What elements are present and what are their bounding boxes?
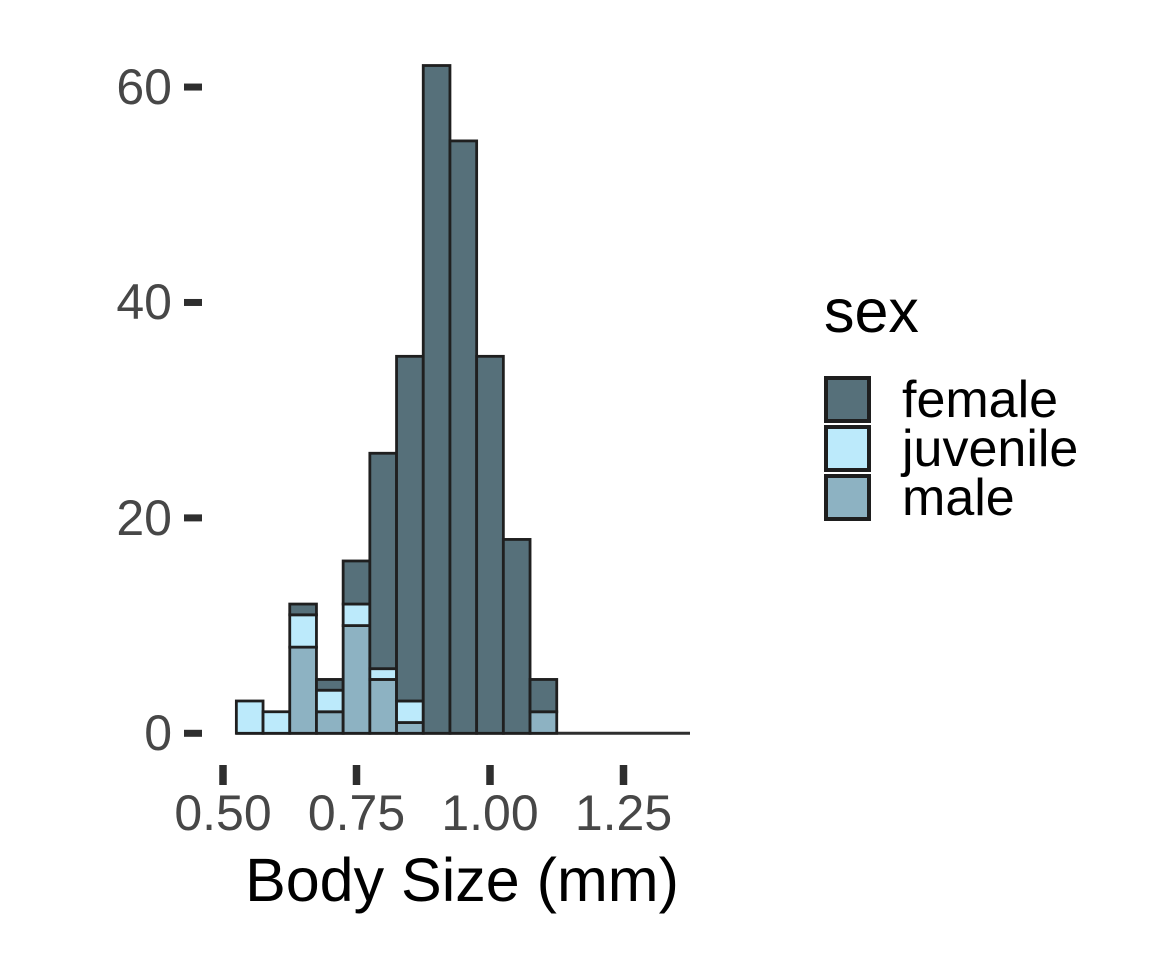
bar-segment-female-0.70 (315, 678, 345, 692)
bar-segment-female-1.05 (501, 538, 532, 735)
bar-segment-male-1.10 (528, 710, 559, 735)
x-tick-label-0.50: 0.50 (174, 785, 272, 841)
bar-segment-juvenile-0.70 (315, 688, 345, 714)
bar-segment-juvenile-0.75 (341, 602, 372, 627)
x-tick-label-1.25: 1.25 (574, 785, 673, 841)
bar-segment-male-0.75 (341, 624, 372, 735)
bar-segment-female-0.65 (288, 602, 318, 617)
bar-segment-female-1.10 (528, 678, 559, 714)
legend: sex female juvenile male (824, 277, 1079, 527)
bar-segment-female-0.90 (421, 64, 452, 735)
bar-segment-female-0.80 (368, 451, 398, 671)
bar-segment-male-0.70 (315, 710, 345, 735)
x-tick-label-0.75: 0.75 (307, 785, 406, 841)
bar-segment-male-0.85 (395, 721, 425, 735)
x-tick-label-1.00: 1.00 (441, 785, 539, 841)
legend-keys: female juvenile male (824, 370, 1079, 527)
x-axis-title: Body Size (mm) (245, 846, 679, 914)
bar-segment-female-0.85 (395, 354, 425, 703)
legend-title: sex (824, 277, 919, 345)
y-tick-label-0: 0 (144, 705, 172, 762)
bar-segment-male-0.65 (288, 645, 318, 735)
y-tick-label-60: 60 (116, 59, 172, 116)
bar-segment-juvenile-0.60 (261, 710, 292, 735)
legend-swatch-female-icon (824, 376, 871, 423)
legend-swatch-male-icon (824, 474, 871, 521)
y-tick-mark-0 (184, 729, 202, 737)
legend-swatch-juvenile-icon (824, 425, 871, 472)
x-tick-mark-1.25 (619, 765, 628, 785)
legend-label-female: female (902, 370, 1059, 429)
x-tick-mark-0.75 (352, 765, 361, 785)
bar-segment-juvenile-0.80 (368, 667, 398, 681)
x-tick-mark-0.50 (219, 765, 227, 785)
legend-label-juvenile: juvenile (902, 419, 1079, 478)
bar-segment-juvenile-0.65 (288, 613, 318, 649)
legend-entry-male: male (824, 468, 1078, 527)
bar-segment-juvenile-0.85 (395, 699, 425, 724)
legend-entry-juvenile: juvenile (824, 419, 1079, 478)
x-tick-mark-1.00 (486, 765, 494, 785)
y-tick-mark-40 (184, 298, 202, 306)
y-tick-label-20: 20 (116, 489, 172, 546)
legend-label-male: male (902, 468, 1015, 527)
y-tick-label-40: 40 (116, 274, 172, 331)
legend-entry-female: female (824, 370, 1078, 429)
y-tick-mark-20 (184, 514, 202, 522)
bar-segment-female-0.95 (448, 139, 479, 735)
bar-segment-female-1.00 (475, 354, 505, 735)
bar-segment-female-0.75 (341, 559, 372, 606)
bar-segment-juvenile-0.55 (234, 699, 265, 735)
bar-segment-male-0.80 (368, 678, 398, 735)
y-tick-mark-60 (184, 83, 202, 91)
